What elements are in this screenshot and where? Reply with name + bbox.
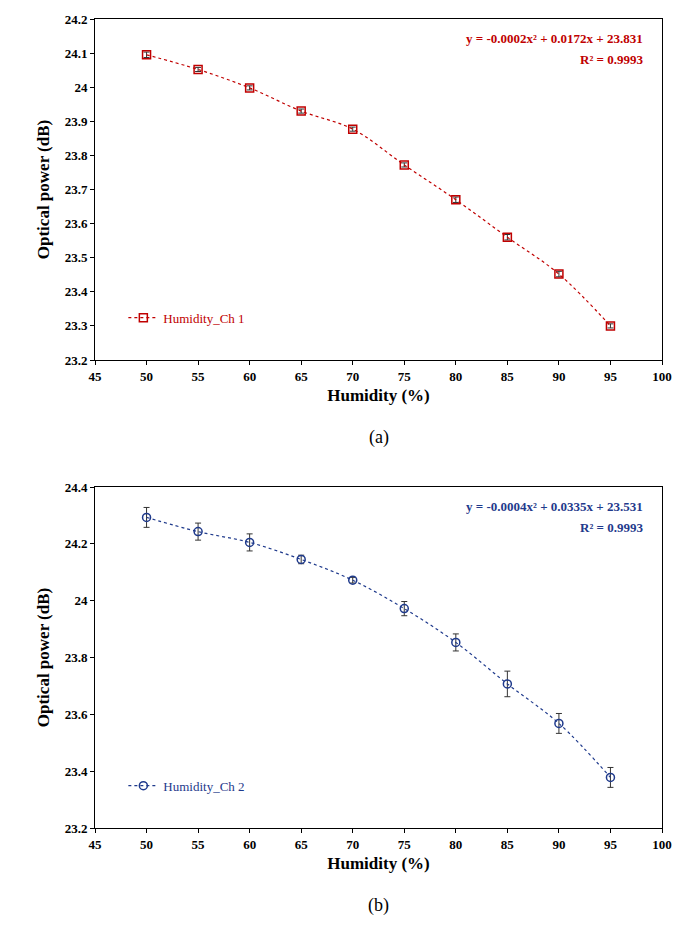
svg-text:24.2: 24.2 <box>65 536 88 551</box>
svg-text:85: 85 <box>501 369 515 384</box>
svg-text:65: 65 <box>295 369 309 384</box>
svg-text:90: 90 <box>552 369 565 384</box>
svg-text:24.1: 24.1 <box>65 46 88 61</box>
svg-text:Humidity (%): Humidity (%) <box>327 386 429 405</box>
svg-text:80: 80 <box>449 837 462 852</box>
svg-text:45: 45 <box>89 837 103 852</box>
svg-text:90: 90 <box>552 837 565 852</box>
svg-text:100: 100 <box>652 369 672 384</box>
svg-text:(b): (b) <box>368 895 389 916</box>
svg-text:23.2: 23.2 <box>65 821 88 836</box>
svg-text:(a): (a) <box>369 427 389 448</box>
svg-text:23.5: 23.5 <box>65 250 88 265</box>
svg-text:85: 85 <box>501 837 515 852</box>
svg-text:23.2: 23.2 <box>65 353 88 368</box>
svg-text:24: 24 <box>74 80 88 95</box>
svg-text:R² = 0.9993: R² = 0.9993 <box>580 520 643 535</box>
svg-text:23.3: 23.3 <box>65 318 88 333</box>
svg-text:23.6: 23.6 <box>65 707 88 722</box>
svg-text:75: 75 <box>398 369 412 384</box>
svg-text:24: 24 <box>74 593 88 608</box>
svg-text:95: 95 <box>604 837 618 852</box>
svg-text:100: 100 <box>652 837 672 852</box>
svg-text:23.7: 23.7 <box>65 182 88 197</box>
svg-text:Optical power (dB): Optical power (dB) <box>34 588 53 727</box>
svg-text:50: 50 <box>140 369 153 384</box>
svg-text:Humidity_Ch 1: Humidity_Ch 1 <box>163 311 244 326</box>
svg-text:y = -0.0002x² + 0.0172x + 23.8: y = -0.0002x² + 0.0172x + 23.831 <box>466 31 643 46</box>
svg-text:80: 80 <box>449 369 462 384</box>
svg-text:23.8: 23.8 <box>65 650 88 665</box>
svg-text:23.4: 23.4 <box>65 284 88 299</box>
svg-text:45: 45 <box>89 369 103 384</box>
svg-text:23.6: 23.6 <box>65 216 88 231</box>
svg-text:23.8: 23.8 <box>65 148 88 163</box>
svg-text:24.4: 24.4 <box>65 480 88 495</box>
svg-text:55: 55 <box>192 369 206 384</box>
svg-text:23.9: 23.9 <box>65 114 88 129</box>
svg-text:65: 65 <box>295 837 309 852</box>
svg-text:R² = 0.9993: R² = 0.9993 <box>580 52 643 67</box>
svg-text:95: 95 <box>604 369 618 384</box>
svg-text:60: 60 <box>243 369 256 384</box>
svg-text:Humidity_Ch 2: Humidity_Ch 2 <box>163 779 244 794</box>
svg-text:50: 50 <box>140 837 153 852</box>
svg-text:75: 75 <box>398 837 412 852</box>
svg-text:Humidity (%): Humidity (%) <box>327 854 429 873</box>
svg-text:y = -0.0004x² + 0.0335x + 23.5: y = -0.0004x² + 0.0335x + 23.531 <box>466 499 643 514</box>
svg-text:24.2: 24.2 <box>65 12 88 27</box>
svg-text:Optical power (dB): Optical power (dB) <box>34 120 53 259</box>
svg-text:70: 70 <box>346 369 359 384</box>
svg-text:60: 60 <box>243 837 256 852</box>
svg-text:70: 70 <box>346 837 359 852</box>
svg-text:55: 55 <box>192 837 206 852</box>
svg-text:23.4: 23.4 <box>65 764 88 779</box>
